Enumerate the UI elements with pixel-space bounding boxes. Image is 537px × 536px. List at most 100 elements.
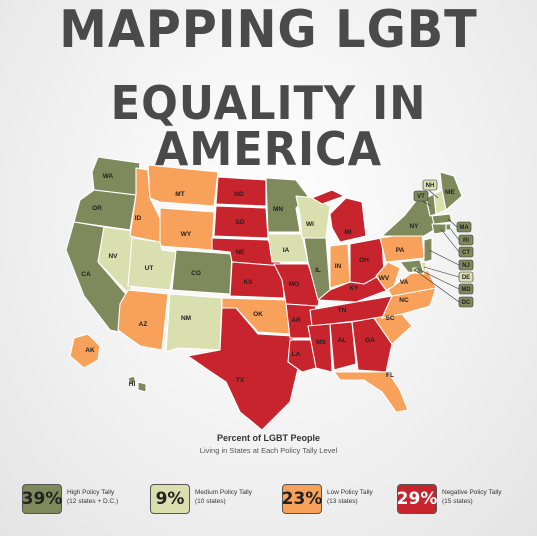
state-label-ne: NE bbox=[235, 249, 245, 256]
state-label-ok: OK bbox=[253, 311, 263, 318]
map-title-line-2: EQUALITY IN AMERICA bbox=[110, 76, 427, 176]
state-label-mn: MN bbox=[273, 206, 283, 213]
state-me bbox=[439, 171, 463, 211]
callout-label-ct: CT bbox=[462, 250, 470, 256]
callout-line-ri bbox=[448, 226, 460, 241]
state-label-tx: TX bbox=[236, 377, 245, 384]
legend-percent-low: 23% bbox=[282, 484, 322, 514]
state-ma bbox=[431, 213, 453, 225]
state-tx bbox=[187, 307, 301, 431]
legend-percent-negative: 29% bbox=[397, 484, 437, 514]
state-or bbox=[73, 189, 137, 231]
state-label-ia: IA bbox=[283, 247, 290, 254]
state-label-nm: NM bbox=[181, 315, 191, 322]
callout-line-ct bbox=[440, 228, 460, 253]
state-fl bbox=[333, 371, 409, 413]
state-wa bbox=[91, 156, 141, 196]
state-label-ut: UT bbox=[145, 265, 154, 272]
callout-label-nh: NH bbox=[426, 183, 435, 189]
legend-label-low: Low Policy Tally bbox=[327, 489, 373, 496]
state-la bbox=[287, 339, 317, 373]
state-label-fl: FL bbox=[386, 372, 394, 379]
legend-text-high: High Policy Tally (12 states + D.C.) bbox=[67, 489, 118, 507]
state-ak bbox=[69, 333, 101, 369]
legend-count-medium: (10 states) bbox=[195, 497, 226, 505]
state-label-oh: OH bbox=[359, 257, 369, 264]
state-md bbox=[399, 259, 425, 275]
state-label-nv: NV bbox=[108, 253, 118, 260]
state-label-tn: TN bbox=[338, 307, 347, 314]
legend-percent-high: 39% bbox=[22, 484, 62, 514]
callout-label-ri: RI bbox=[463, 238, 469, 244]
state-sd bbox=[213, 205, 269, 239]
state-ms bbox=[307, 323, 333, 373]
state-ks bbox=[229, 261, 285, 299]
state-label-in: IN bbox=[335, 263, 342, 270]
state-label-mo: MO bbox=[289, 281, 299, 288]
legend-count-low: (13 states) bbox=[327, 497, 358, 505]
callout-line-de bbox=[423, 266, 460, 278]
state-label-id: ID bbox=[135, 215, 142, 222]
state-label-va: VA bbox=[400, 279, 409, 286]
state-label-wv: WV bbox=[379, 275, 390, 282]
legend-label-negative: Negative Policy Tally bbox=[442, 489, 502, 496]
state-label-ca: CA bbox=[81, 271, 91, 278]
callout-label-md: MD bbox=[461, 287, 471, 293]
state-wy bbox=[159, 207, 215, 251]
callout-box-dc bbox=[458, 296, 474, 308]
callout-box-vt bbox=[413, 190, 429, 202]
state-label-ar: AR bbox=[291, 317, 301, 324]
state-mn bbox=[265, 177, 309, 233]
state-label-pa: PA bbox=[396, 247, 405, 254]
callout-box-de bbox=[458, 271, 474, 283]
state-ky bbox=[317, 273, 389, 303]
callout-box-ct bbox=[458, 246, 474, 258]
state-label-ky: KY bbox=[349, 285, 359, 292]
callout-line-dc bbox=[414, 269, 460, 303]
callout-line-md bbox=[415, 267, 460, 290]
state-wv bbox=[375, 261, 401, 291]
state-label-sc: SC bbox=[385, 315, 394, 322]
callout-line-ma bbox=[447, 218, 458, 228]
callout-box-ma bbox=[456, 221, 472, 233]
state-label-ks: KS bbox=[243, 279, 253, 286]
state-label-la: LA bbox=[292, 351, 301, 358]
callout-label-nj: NJ bbox=[462, 263, 470, 269]
state-label-ms: MS bbox=[316, 339, 326, 346]
callout-label-vt: VT bbox=[417, 194, 425, 200]
state-label-mt: MT bbox=[175, 191, 184, 198]
state-al bbox=[329, 321, 357, 371]
state-label-hi: HI bbox=[129, 381, 136, 388]
legend-text-negative: Negative Policy Tally (15 states) bbox=[442, 489, 502, 507]
callout-label-dc: DC bbox=[462, 300, 471, 306]
legend-caption-title: Percent of LGBT People bbox=[216, 433, 321, 443]
state-az bbox=[117, 289, 169, 351]
legend-text-low: Low Policy Tally (13 states) bbox=[327, 489, 373, 507]
state-ny bbox=[381, 195, 435, 237]
callout-line-nj bbox=[428, 249, 460, 266]
legend-caption-subtitle: Living in States at Each Policy Tally Le… bbox=[199, 446, 338, 455]
state-label-mi: MI bbox=[344, 229, 351, 236]
callout-box-nj bbox=[458, 259, 474, 271]
legend-count-high: (12 states + D.C.) bbox=[67, 497, 119, 505]
callout-box-nh bbox=[422, 179, 438, 191]
state-nd bbox=[215, 176, 267, 207]
legend-label-medium: Medium Policy Tally bbox=[195, 489, 252, 496]
state-label-wy: WY bbox=[181, 231, 192, 238]
state-mi bbox=[311, 189, 367, 243]
legend-count-negative: (15 states) bbox=[442, 497, 473, 505]
state-label-al: AL bbox=[338, 337, 347, 344]
state-label-az: AZ bbox=[139, 321, 148, 328]
state-label-wa: WA bbox=[103, 173, 114, 180]
state-label-ak: AK bbox=[85, 347, 95, 354]
state-label-or: OR bbox=[92, 205, 102, 212]
state-label-nd: ND bbox=[234, 191, 244, 198]
state-label-il: IL bbox=[315, 267, 321, 274]
state-label-co: CO bbox=[191, 270, 201, 277]
state-label-me: ME bbox=[445, 189, 455, 196]
state-mt bbox=[147, 164, 219, 207]
callout-box-ri bbox=[458, 234, 474, 246]
callout-label-de: DE bbox=[462, 275, 470, 281]
map-title-line-1: MAPPING LGBT bbox=[59, 0, 478, 60]
